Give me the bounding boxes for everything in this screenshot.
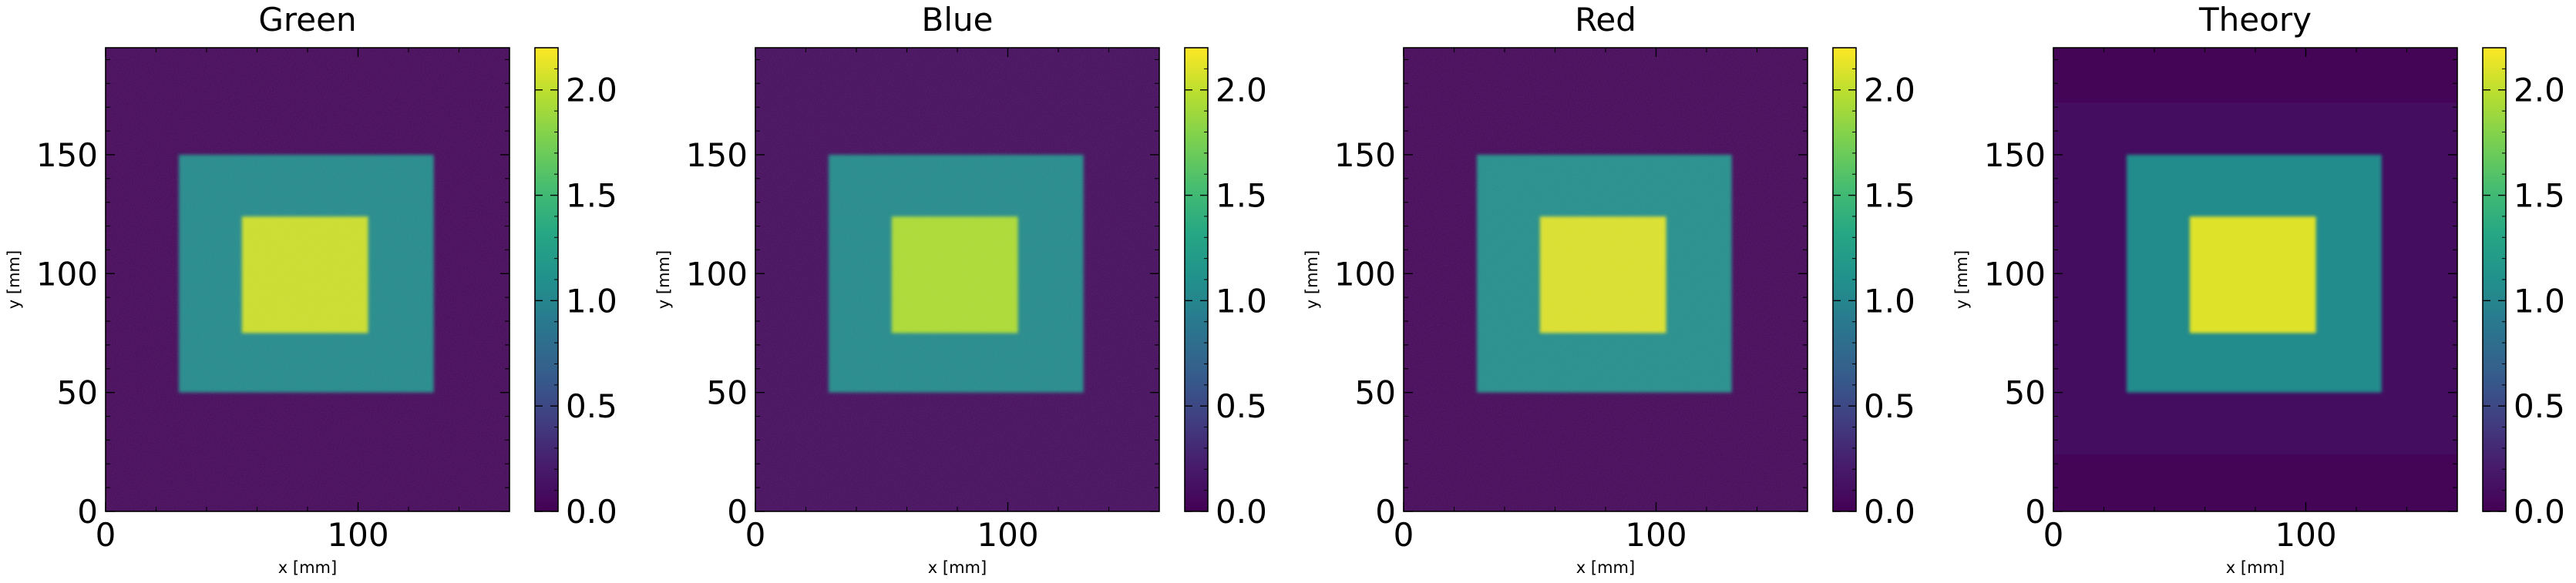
- colorbar-tick-label: 1.0: [1216, 282, 1267, 320]
- y-axis-label: y [mm]: [1952, 250, 1971, 309]
- x-axis-label: x [mm]: [2226, 558, 2285, 577]
- heatmap-noise: [106, 48, 509, 511]
- colorbar-tick-label: 0.5: [1864, 387, 1915, 425]
- y-tick-label: 0: [1375, 493, 1396, 531]
- x-tick-label: 100: [2275, 516, 2336, 554]
- colorbar-tick-label: 0.0: [1216, 493, 1267, 531]
- y-tick-label: 50: [2005, 374, 2046, 412]
- y-tick-label: 0: [727, 493, 748, 531]
- colorbar-tick-label: 2.0: [566, 72, 617, 109]
- x-tick-label: 0: [96, 516, 116, 554]
- heatmap-image: [755, 48, 1159, 511]
- y-tick-label: 0: [2025, 493, 2046, 531]
- y-tick-label: 150: [686, 136, 748, 174]
- colorbar: 0.0 0.5 1.0 1.5 2.0: [1832, 47, 1915, 531]
- y-tick-label: 50: [57, 374, 98, 412]
- panel-blue: Blue 0 100 0 50 100 150 x [mm] y [mm] 0.0 0.5 1.0 1.…: [654, 1, 1267, 577]
- colorbar-tick-label: 1.0: [566, 282, 617, 320]
- colorbar-tick-label: 1.0: [1864, 282, 1915, 320]
- x-tick-label: 100: [977, 516, 1038, 554]
- y-tick-label: 100: [36, 255, 98, 293]
- y-tick-label: 150: [1984, 136, 2046, 174]
- colorbar-tick-label: 1.5: [1216, 177, 1267, 215]
- colorbar-tick-label: 2.0: [2514, 72, 2565, 109]
- panel-theory: Theory 0 100 0 50 100 150 x [mm] y [mm] 0.0 0.5 1.0…: [1952, 1, 2565, 577]
- y-axis-label: y [mm]: [5, 250, 23, 309]
- y-tick-label: 100: [1984, 255, 2046, 293]
- x-tick-label: 100: [327, 516, 388, 554]
- colorbar: 0.0 0.5 1.0 1.5 2.0: [1184, 47, 1267, 531]
- chart-title: Blue: [922, 1, 994, 39]
- x-axis-label: x [mm]: [1576, 558, 1635, 577]
- colorbar-tick-label: 0.0: [2514, 493, 2565, 531]
- y-tick-label: 100: [1334, 255, 1396, 293]
- y-tick-label: 100: [686, 255, 748, 293]
- y-axis-label: y [mm]: [1303, 250, 1321, 309]
- x-axis-label: x [mm]: [928, 558, 987, 577]
- colorbar: 0.0 0.5 1.0 1.5 2.0: [2482, 47, 2565, 531]
- heatmap-image: [2053, 48, 2457, 511]
- heatmap-region-inner-square: [2189, 216, 2316, 333]
- colorbar-tick-label: 1.5: [566, 177, 617, 215]
- panel-green: Green 0 100 0 50 100 150 x [mm] y [mm] 0.0 0.5 1.0 1…: [5, 1, 617, 577]
- panel-red: Red 0 100 0 50 100 150 x [mm] y [mm] 0.0 0.5 1.0 1.5…: [1303, 1, 1915, 577]
- heatmap-noise: [1404, 48, 1808, 511]
- y-tick-label: 150: [36, 136, 98, 174]
- y-axis-label: y [mm]: [654, 250, 673, 309]
- chart-title: Theory: [2198, 1, 2312, 39]
- x-tick-label: 0: [1394, 516, 1414, 554]
- colorbar-tick-label: 1.5: [1864, 177, 1915, 215]
- chart-title: Green: [258, 1, 356, 39]
- y-tick-label: 150: [1334, 136, 1396, 174]
- colorbar-tick-label: 0.0: [1864, 493, 1915, 531]
- x-axis-label: x [mm]: [278, 558, 337, 577]
- colorbar-tick-label: 0.0: [566, 493, 617, 531]
- colorbar-tick-label: 2.0: [1216, 72, 1267, 109]
- heatmap-image: [1404, 48, 1808, 511]
- chart-title: Red: [1575, 1, 1636, 39]
- colorbar: 0.0 0.5 1.0 1.5 2.0: [534, 47, 617, 531]
- x-tick-label: 0: [2043, 516, 2064, 554]
- x-tick-label: 0: [745, 516, 766, 554]
- y-tick-label: 50: [707, 374, 748, 412]
- y-tick-label: 50: [1355, 374, 1396, 412]
- heatmap-image: [106, 48, 509, 511]
- colorbar-tick-label: 0.5: [566, 387, 617, 425]
- y-tick-label: 0: [77, 493, 98, 531]
- colorbar-tick-label: 2.0: [1864, 72, 1915, 109]
- colorbar-tick-label: 1.5: [2514, 177, 2565, 215]
- colorbar-tick-label: 1.0: [2514, 282, 2565, 320]
- colorbar-tick-label: 0.5: [2514, 387, 2565, 425]
- x-tick-label: 100: [1625, 516, 1687, 554]
- colorbar-tick-label: 0.5: [1216, 387, 1267, 425]
- heatmap-noise: [755, 48, 1159, 511]
